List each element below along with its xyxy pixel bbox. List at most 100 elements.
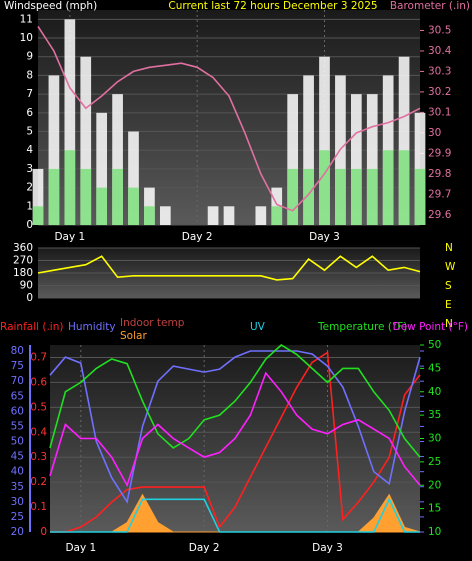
y-tick-label: 4: [26, 144, 33, 156]
bar: [335, 168, 346, 225]
y-tick-label: 360: [13, 242, 33, 254]
y-tick-label: 90: [20, 280, 33, 292]
bar: [271, 206, 283, 225]
x-tick-label: Day 1: [54, 231, 85, 243]
y-tick-label: 9: [26, 51, 33, 63]
y-tick-label: 0: [26, 219, 33, 231]
bar: [366, 168, 378, 225]
bar: [96, 112, 108, 225]
y-tick-label: 5: [26, 126, 33, 138]
x-tick-label: Day 1: [65, 542, 96, 554]
bar: [64, 19, 76, 226]
line: [37, 25, 421, 212]
y2-axis-title: Barometer (.in): [390, 0, 470, 12]
bar: [159, 206, 171, 225]
y-tick-label: 6: [26, 107, 33, 119]
bar: [366, 94, 378, 225]
bar: [223, 206, 235, 225]
compass-label: W: [445, 261, 456, 273]
y2-tick-label: 20: [428, 479, 441, 491]
y2-tick-label: 40: [428, 386, 441, 398]
y-tick-label: 0.6: [30, 376, 47, 388]
y-tick-label: 0: [26, 292, 33, 304]
compass-label: N: [445, 242, 453, 254]
bar: [128, 131, 139, 225]
y2-tick-label: 35: [428, 409, 441, 421]
compass-label: E: [445, 299, 452, 311]
y3-tick-label: 25: [11, 511, 24, 523]
y3-tick-label: 65: [11, 390, 24, 402]
line: [49, 344, 421, 458]
y-axis-title: Windspeed (mph): [4, 0, 97, 12]
line: [49, 350, 421, 504]
y-tick-label: 2: [26, 182, 33, 194]
y2-tick-label: 45: [428, 362, 441, 374]
bar: [319, 56, 330, 225]
y3-tick-label: 30: [11, 496, 24, 508]
y2-tick-label: 29.8: [428, 168, 451, 180]
bar: [382, 150, 394, 225]
legend-label: Temperature (°F): [317, 321, 407, 333]
y-tick-label: 0.2: [30, 476, 47, 488]
bar: [144, 206, 155, 225]
y-tick-label: 0.7: [30, 351, 47, 363]
y-tick-label: 0.1: [30, 501, 47, 513]
y-tick-label: 7: [26, 88, 33, 100]
legend-label: Rainfall (.in): [0, 321, 63, 333]
bar: [112, 94, 123, 225]
y-tick-label: 8: [26, 69, 33, 81]
bar: [350, 168, 362, 225]
legend-label: Humidity: [68, 321, 116, 333]
y-tick-label: 1: [26, 200, 33, 212]
bar: [64, 150, 76, 225]
legend-label: Dew Point (°F): [393, 321, 468, 333]
y2-tick-label: 30.1: [428, 106, 451, 118]
y2-tick-label: 30.4: [428, 45, 452, 57]
y3-tick-label: 55: [11, 420, 24, 432]
y-tick-label: 3: [26, 163, 33, 175]
y3-tick-label: 40: [11, 466, 24, 478]
y-tick-label: 0.3: [30, 451, 47, 463]
y2-tick-label: 30: [428, 127, 441, 139]
bar: [112, 168, 123, 225]
x-tick-label: Day 3: [312, 542, 343, 554]
y2-tick-label: 10: [428, 526, 441, 538]
bar: [350, 94, 362, 225]
bar: [48, 75, 60, 225]
compass-label: S: [445, 280, 452, 292]
plot-area: [38, 10, 420, 225]
compass-label: N: [445, 318, 453, 330]
y-tick-label: 0.4: [30, 426, 47, 438]
y2-tick-label: 25: [428, 456, 441, 468]
y3-tick-label: 60: [11, 405, 24, 417]
y2-tick-label: 30.3: [428, 65, 451, 77]
line: [49, 371, 421, 488]
bar: [287, 168, 299, 225]
y-tick-label: 180: [13, 267, 33, 279]
y-tick-label: 10: [20, 32, 33, 44]
bar: [128, 187, 139, 225]
legend-label: UV: [250, 321, 266, 333]
y2-tick-label: 30.2: [428, 86, 451, 98]
y2-tick-label: 29.7: [428, 188, 451, 200]
y3-tick-label: 20: [11, 526, 24, 538]
bar: [398, 150, 410, 225]
bar: [303, 75, 314, 225]
y-tick-label: 0.5: [30, 401, 47, 413]
legend-label: Indoor temp: [120, 317, 185, 329]
y3-tick-label: 75: [11, 360, 24, 372]
line: [37, 255, 421, 281]
bar: [255, 206, 267, 225]
y-tick-label: 270: [13, 255, 33, 267]
y3-tick-label: 45: [11, 451, 24, 463]
bar: [398, 56, 410, 225]
legend-label: Solar: [120, 330, 147, 342]
y2-tick-label: 50: [428, 339, 441, 351]
bar: [319, 150, 330, 225]
y3-tick-label: 80: [11, 345, 24, 357]
bar: [303, 168, 314, 225]
y-tick-label: 0: [40, 526, 47, 538]
x-tick-label: Day 2: [182, 231, 213, 243]
